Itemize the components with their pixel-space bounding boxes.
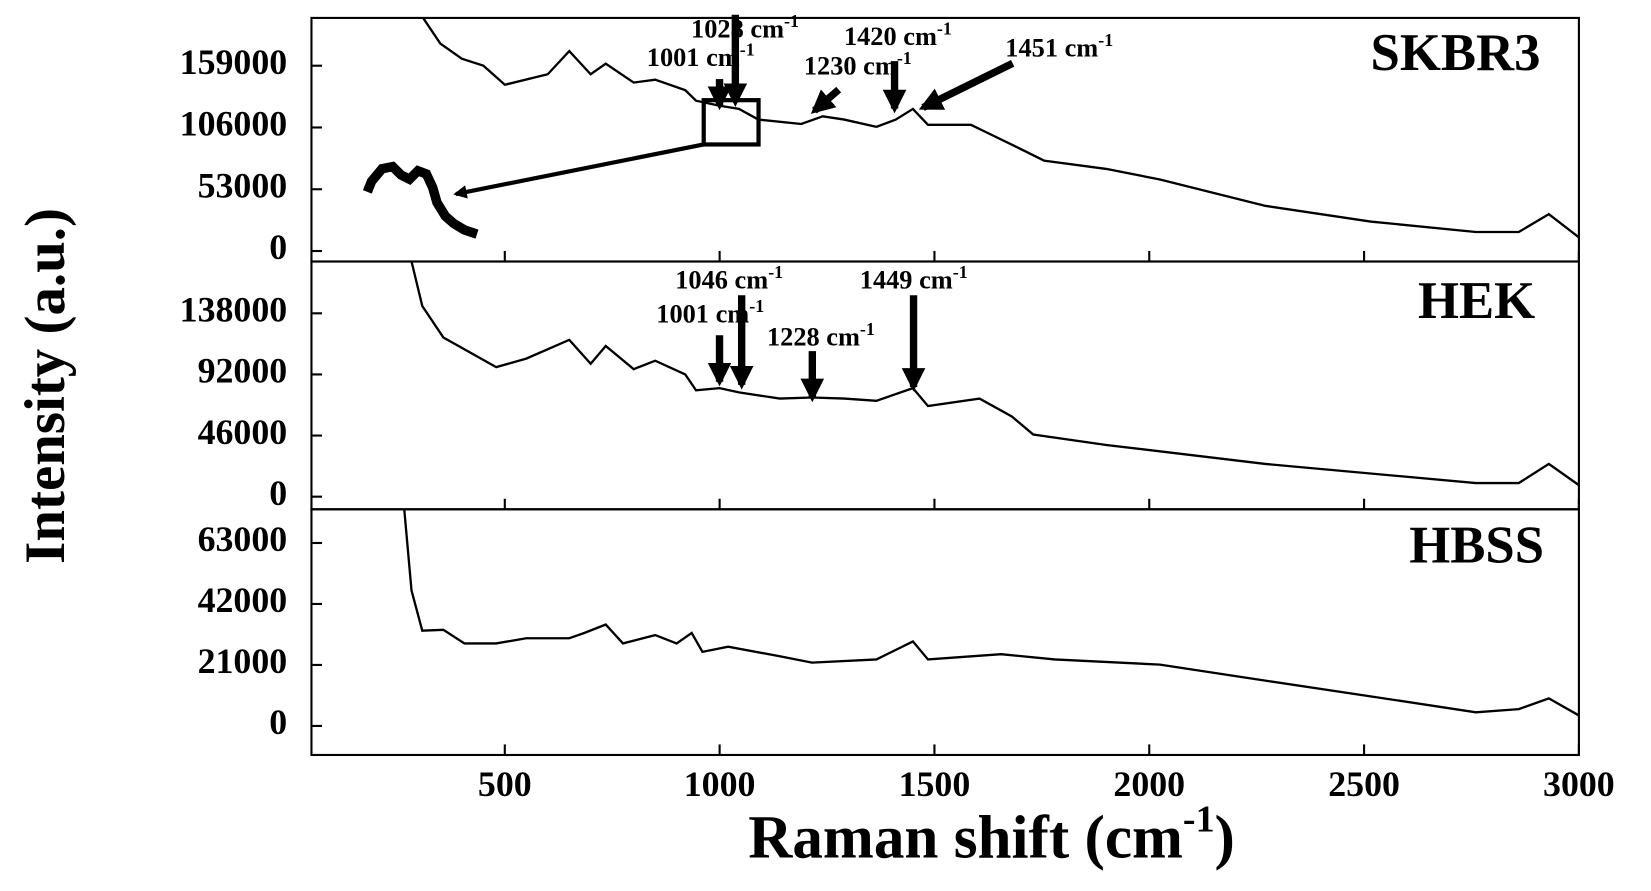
panel-label: HBSS (1409, 517, 1544, 575)
x-tick-label: 3000 (1543, 764, 1615, 804)
annotation-label: 1001 cm-1 (647, 40, 755, 72)
x-axis-label-sup: -1 (1183, 798, 1215, 840)
annotation-arrow (918, 59, 1015, 111)
spectrum-line (410, 261, 1579, 487)
annotation-text: 1451 cm (1005, 34, 1098, 63)
x-tick-label: 500 (478, 764, 532, 804)
annotation-text: 1420 cm (844, 22, 937, 51)
annotation-sup: -1 (953, 262, 968, 282)
annotation-label: 1228 cm-1 (767, 319, 875, 351)
y-tick-label: 159000 (180, 42, 288, 82)
annotation-text: 1001 cm (647, 43, 740, 72)
annotation-text: 1001 cm (656, 299, 749, 328)
y-tick-label: 21000 (198, 641, 288, 681)
y-tick-label: 0 (269, 227, 287, 267)
spectrum-line (422, 17, 1579, 239)
spectrum-line (403, 509, 1579, 717)
x-axis-label: Raman shift (cm-1) (748, 798, 1235, 871)
x-tick-label: 2000 (1113, 764, 1185, 804)
annotation-sup: -1 (768, 262, 783, 282)
annotation-label: 1230 cm-1 (804, 48, 912, 80)
zoom-arrow (453, 142, 705, 199)
zoom-inset (362, 161, 479, 239)
x-axis-label-tail: ) (1215, 805, 1235, 872)
annotation-sup: -1 (784, 11, 799, 31)
panel-frame (310, 508, 1580, 757)
annotation-label: 1449 cm-1 (860, 262, 968, 294)
annotation-arrow (810, 86, 842, 114)
annotation-text: 1449 cm (860, 266, 953, 295)
annotation-label: 1420 cm-1 (844, 19, 952, 51)
annotation-text: 1028 cm (691, 15, 784, 44)
annotation-sup: -1 (897, 48, 912, 68)
y-tick-label: 46000 (198, 412, 288, 452)
y-axis-label: Intensity (a.u.) (14, 208, 77, 564)
annotation-text: 1046 cm (675, 266, 768, 295)
y-tick-label: 42000 (198, 580, 288, 620)
y-tick-label: 53000 (198, 165, 288, 205)
x-tick-label: 2500 (1328, 764, 1400, 804)
y-tick-label: 138000 (180, 290, 288, 330)
annotation-label: 1001 cm-1 (656, 296, 764, 328)
annotation-sup: -1 (749, 296, 764, 316)
annotation-sup: -1 (740, 40, 755, 60)
panel-label: SKBR3 (1371, 24, 1541, 82)
annotation-text: 1230 cm (804, 52, 897, 81)
annotation-label: 1028 cm-1 (691, 11, 799, 43)
panel-label: HEK (1418, 272, 1535, 330)
y-tick-label: 0 (269, 702, 287, 742)
x-axis-label-text: Raman shift (cm (748, 805, 1183, 872)
y-tick-label: 106000 (180, 104, 288, 144)
x-tick-label: 1000 (684, 764, 756, 804)
y-tick-label: 63000 (198, 519, 288, 559)
annotation-sup: -1 (1098, 30, 1113, 50)
annotation-sup: -1 (860, 319, 875, 339)
y-tick-label: 0 (269, 473, 287, 513)
annotation-label: 1046 cm-1 (675, 262, 783, 294)
annotation-text: 1228 cm (767, 323, 860, 352)
x-tick-label: 1500 (899, 764, 971, 804)
panel-frame (310, 260, 1580, 511)
y-tick-label: 92000 (198, 351, 288, 391)
annotation-sup: -1 (937, 19, 952, 39)
annotation-label: 1451 cm-1 (1005, 30, 1113, 62)
